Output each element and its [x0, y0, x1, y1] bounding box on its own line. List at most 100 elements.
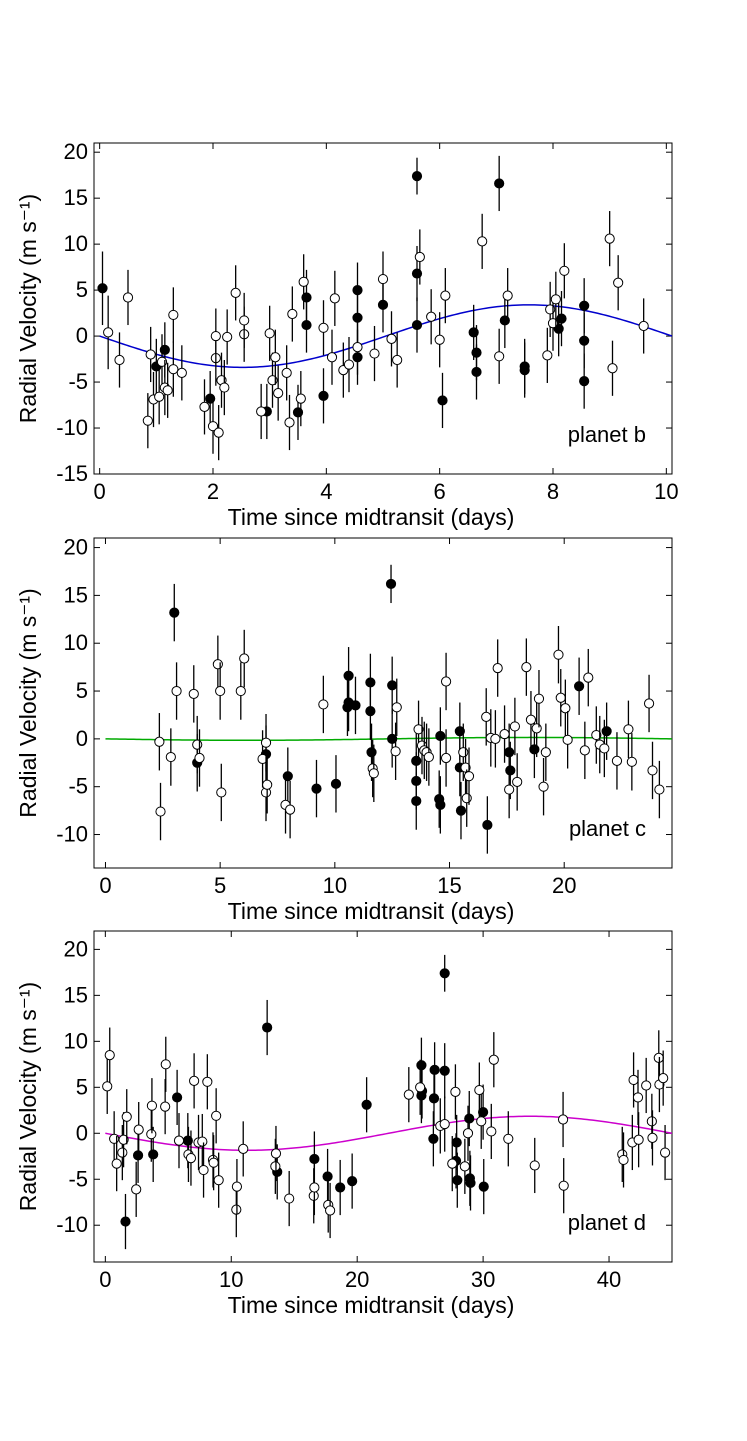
data-point-open	[199, 401, 210, 412]
data-point-open	[216, 787, 227, 798]
data-point-open	[560, 703, 571, 714]
data-point-filled	[504, 747, 515, 758]
data-point-open	[238, 1143, 249, 1155]
data-point-open	[369, 348, 380, 359]
data-point-open	[423, 751, 434, 763]
data-point-open	[525, 714, 537, 725]
data-point-open	[189, 1075, 200, 1086]
x-tick-label: 20	[345, 1267, 369, 1292]
data-point-open	[202, 1076, 213, 1087]
data-point-filled	[365, 706, 376, 717]
data-point-filled	[556, 313, 567, 324]
data-point-open	[542, 350, 553, 361]
data-point-open	[533, 693, 545, 704]
data-point-open	[562, 734, 573, 745]
data-point-filled	[347, 1175, 358, 1187]
data-point-open	[309, 1182, 320, 1193]
y-tick-label: -5	[68, 369, 88, 394]
data-point-open	[450, 1086, 461, 1098]
data-point-open	[295, 393, 306, 404]
data-point-filled	[387, 733, 398, 744]
data-point-open	[481, 711, 492, 722]
data-point-open	[391, 702, 402, 713]
x-axis-label: Time since midtransit (days)	[228, 504, 515, 530]
data-point-open	[171, 685, 182, 697]
data-point-open	[197, 1136, 208, 1147]
data-point-filled	[454, 726, 465, 737]
data-point-open	[117, 1147, 128, 1158]
data-point-open	[210, 330, 221, 342]
data-point-open	[118, 1134, 129, 1145]
data-point-open	[160, 1101, 171, 1112]
data-point-open	[559, 265, 570, 276]
y-tick-label: 10	[64, 1028, 88, 1053]
data-point-open	[579, 745, 590, 756]
data-point-filled	[330, 778, 342, 789]
data-point-open	[632, 1092, 644, 1103]
data-point-open	[659, 1147, 671, 1158]
data-point-open	[256, 406, 267, 417]
data-point-open	[439, 1118, 450, 1130]
data-point-open	[318, 322, 329, 333]
data-point-open	[538, 781, 549, 792]
data-point-filled	[311, 783, 322, 794]
data-point-open	[540, 747, 551, 758]
data-point-open	[239, 315, 250, 326]
data-point-open	[557, 1114, 569, 1125]
y-tick-label: 15	[64, 982, 88, 1007]
data-point-open	[623, 724, 634, 735]
data-point-open	[390, 746, 401, 757]
data-point-open	[531, 723, 542, 734]
data-point-filled	[366, 747, 377, 758]
data-point-open	[284, 417, 295, 428]
data-point-open	[154, 391, 165, 402]
data-point-open	[440, 290, 451, 301]
x-tick-label: 15	[437, 873, 461, 898]
data-point-open	[114, 354, 125, 366]
plot-frame	[93, 142, 673, 475]
y-axis-label: Radial Velocity (m s⁻¹)	[15, 982, 41, 1211]
data-point-open	[392, 354, 403, 366]
data-point-open	[641, 1080, 652, 1091]
data-point-open	[145, 349, 156, 360]
data-point-open	[458, 747, 469, 758]
data-point-open	[386, 333, 397, 344]
y-tick-label: 10	[64, 231, 88, 256]
data-point-filled	[169, 607, 180, 618]
data-point-open	[550, 294, 561, 305]
x-tick-label: 30	[471, 1267, 495, 1292]
x-tick-label: 6	[434, 479, 446, 504]
y-tick-label: -10	[56, 822, 88, 847]
y-tick-label: 10	[64, 630, 88, 655]
data-point-open	[459, 1161, 470, 1172]
data-point-open	[104, 1050, 115, 1061]
y-tick-label: 15	[64, 582, 88, 607]
data-point-open	[162, 385, 173, 396]
data-point-open	[599, 743, 610, 754]
data-point-open	[494, 351, 505, 362]
plot-area	[105, 564, 672, 854]
data-point-open	[142, 415, 153, 426]
data-point-open	[377, 273, 389, 285]
x-tick-label: 0	[99, 873, 111, 898]
data-point-filled	[574, 681, 585, 692]
data-point-open	[208, 1157, 219, 1168]
y-tick-label: 15	[64, 185, 88, 210]
data-point-open	[628, 1074, 639, 1086]
data-point-open	[647, 765, 658, 776]
data-point-open	[492, 662, 503, 674]
data-point-open	[476, 1116, 487, 1127]
y-tick-label: -5	[68, 1166, 88, 1191]
data-point-filled	[120, 1216, 131, 1227]
data-point-open	[647, 1132, 658, 1143]
data-point-filled	[471, 366, 482, 378]
data-point-open	[643, 698, 655, 709]
x-axis-label: Time since midtransit (days)	[228, 898, 515, 924]
data-point-open	[426, 311, 437, 322]
x-tick-label: 0	[94, 479, 106, 504]
data-point-open	[503, 1133, 514, 1144]
data-point-open	[264, 328, 275, 339]
data-point-filled	[601, 726, 612, 737]
model-curve	[105, 1115, 672, 1152]
